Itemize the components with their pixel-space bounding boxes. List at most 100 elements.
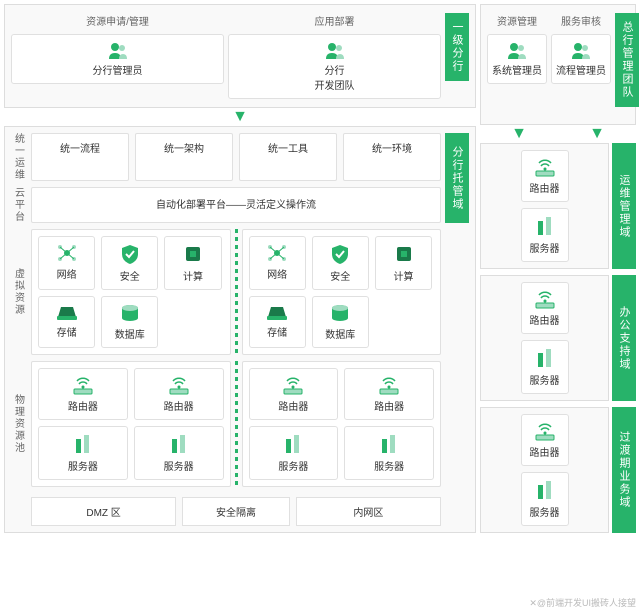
card-label: 分行管理员: [93, 62, 143, 77]
right-blocks: 路由器服务器运维管理域路由器服务器办公支持域路由器服务器过渡期业务域: [480, 143, 636, 533]
col-header: 资源申请/管理: [11, 13, 224, 28]
resource-card: 计算: [164, 236, 221, 290]
col-header: 资源管理: [487, 13, 547, 28]
router-icon: [533, 157, 557, 177]
virtual-right: 网络安全计算存储数据库: [242, 229, 442, 355]
storage-icon: [55, 303, 79, 321]
cloud-row: 云平台 自动化部署平台——灵活定义操作流: [11, 187, 441, 223]
arrow-down-icon: ▼: [589, 129, 605, 139]
cloud-item: 自动化部署平台——灵活定义操作流: [31, 187, 441, 223]
card-label: 计算: [394, 268, 414, 283]
domain-badge: 运维管理域: [612, 143, 636, 269]
admin-card: 分行管理员: [11, 34, 224, 84]
top-col-3: 服务审核 流程管理员: [551, 13, 611, 84]
card-label: 安全: [330, 268, 350, 283]
network-icon: [56, 243, 78, 263]
card-label: 计算: [183, 268, 203, 283]
arrow-row-right: ▼ ▼: [480, 129, 636, 139]
main-body: 统一运维 统一流程 统一架构 统一工具 统一环境 云平台 自动化部署平台——灵活…: [11, 133, 441, 526]
card-label: 服务器: [68, 458, 98, 473]
resource-card: 网络: [249, 236, 306, 290]
resource-card: 数据库: [101, 296, 158, 348]
resource-card: 路由器: [521, 150, 569, 202]
card-label: 网络: [267, 266, 287, 281]
watermark: ✕@前端开发UI搬砖人接望: [529, 596, 636, 609]
storage-icon: [265, 303, 289, 321]
card-label: 安全: [120, 268, 140, 283]
arrow-row-left: ▼: [4, 112, 476, 122]
resource-card: 路由器: [521, 414, 569, 466]
branch-host-badge: 分行托管域: [445, 133, 469, 223]
card-label: 路由器: [164, 398, 194, 413]
zone-intranet: 内网区: [296, 497, 441, 526]
server-icon: [378, 433, 400, 455]
cloud-label: 云平台: [11, 187, 25, 223]
resource-card: 路由器: [249, 368, 339, 420]
virtual-row: 虚拟资源 网络安全计算存储数据库 网络安全计算存储数据库: [11, 229, 441, 355]
resource-card: 路由器: [38, 368, 128, 420]
card-label: 流程管理员: [556, 62, 606, 77]
top-col-0: 资源申请/管理 分行管理员: [11, 13, 224, 84]
diagram-root: 资源申请/管理 分行管理员 应用部署 分行 开发团队 一级分行 ▼: [0, 0, 640, 537]
virtual-label: 虚拟资源: [11, 229, 25, 355]
resource-card: 服务器: [38, 426, 128, 480]
physical-label: 物理资源池: [11, 361, 25, 487]
physical-left: 路由器路由器服务器服务器: [31, 361, 231, 487]
domain-body: 路由器服务器: [480, 143, 609, 269]
card-label: 存储: [267, 324, 287, 339]
router-icon: [71, 375, 95, 395]
arrow-down-icon: ▼: [511, 129, 527, 139]
card-label: 服务器: [530, 504, 560, 519]
domain-block: 路由器服务器运维管理域: [480, 143, 636, 269]
resource-card: 网络: [38, 236, 95, 290]
server-icon: [168, 433, 190, 455]
network-icon: [266, 243, 288, 263]
top-col-1: 应用部署 分行 开发团队: [228, 13, 441, 99]
arrow-down-icon: ▼: [232, 112, 248, 122]
resource-card: 计算: [375, 236, 432, 290]
card-label: 路由器: [530, 444, 560, 459]
process-admin-card: 流程管理员: [551, 34, 611, 84]
virtual-left: 网络 安全 计算存储数据库: [31, 229, 231, 355]
users-icon: [324, 41, 346, 59]
level1-badge: 一级分行: [445, 13, 469, 81]
users-icon: [506, 41, 528, 59]
pill: 统一架构: [135, 133, 233, 181]
router-icon: [533, 289, 557, 309]
resource-card: 服务器: [134, 426, 224, 480]
card-label: 服务器: [164, 458, 194, 473]
card-label: 服务器: [278, 458, 308, 473]
zone-dmz: DMZ 区: [31, 497, 176, 526]
cpu-icon: [393, 243, 415, 265]
card-label: 系统管理员: [492, 62, 542, 77]
card-label: 路由器: [374, 398, 404, 413]
card-label: 网络: [57, 266, 77, 281]
domain-badge: 办公支持域: [612, 275, 636, 401]
resource-card: 服务器: [521, 208, 569, 262]
resource-card: 存储: [38, 296, 95, 348]
hq-team-badge: 总行管理团队: [615, 13, 639, 107]
dashed-divider: [235, 361, 238, 487]
cpu-icon: [182, 243, 204, 265]
server-icon: [534, 479, 556, 501]
domain-body: 路由器服务器: [480, 275, 609, 401]
resource-card: 安全: [101, 236, 158, 290]
domain-block: 路由器服务器过渡期业务域: [480, 407, 636, 533]
right-column: 资源管理 系统管理员 服务审核 流程管理员 总行管理团队 ▼ ▼ 路由器服务器运…: [480, 4, 636, 533]
card-label: 服务器: [530, 240, 560, 255]
server-icon: [534, 347, 556, 369]
top-left-panel: 资源申请/管理 分行管理员 应用部署 分行 开发团队 一级分行: [4, 4, 476, 108]
db-icon: [330, 303, 350, 323]
top-right-panel: 资源管理 系统管理员 服务审核 流程管理员 总行管理团队: [480, 4, 636, 125]
domain-body: 路由器服务器: [480, 407, 609, 533]
server-icon: [72, 433, 94, 455]
physical-right: 路由器路由器服务器服务器: [242, 361, 442, 487]
top-col-2: 资源管理 系统管理员: [487, 13, 547, 84]
resource-card: 安全: [312, 236, 369, 290]
card-label: 服务器: [530, 372, 560, 387]
card-label: 数据库: [115, 326, 145, 341]
sysadmin-card: 系统管理员: [487, 34, 547, 84]
resource-card: 路由器: [134, 368, 224, 420]
card-label: 路由器: [530, 180, 560, 195]
main-panel: 统一运维 统一流程 统一架构 统一工具 统一环境 云平台 自动化部署平台——灵活…: [4, 126, 476, 533]
